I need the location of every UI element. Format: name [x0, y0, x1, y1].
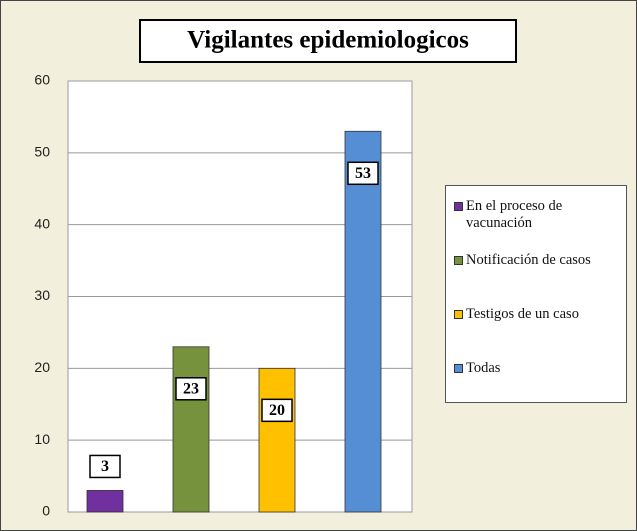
legend-item: Todas — [454, 360, 620, 414]
legend-swatch — [454, 202, 463, 211]
data-label-box — [175, 377, 207, 401]
chart-title: Vigilantes epidemiologicos — [187, 27, 469, 54]
data-label: 20 — [269, 402, 285, 419]
bar — [86, 490, 124, 513]
legend-item: Notificación de casos — [454, 252, 620, 306]
y-tick-label: 20 — [34, 359, 50, 375]
y-tick-label: 10 — [34, 431, 50, 447]
legend-label: Testigos de un caso — [466, 306, 579, 322]
y-tick-label: 60 — [34, 72, 50, 88]
legend-label: Todas — [466, 360, 501, 376]
data-label-box — [261, 398, 293, 423]
bar — [172, 346, 210, 513]
data-label: 53 — [355, 165, 371, 182]
legend-swatch — [454, 256, 463, 265]
data-label-box — [347, 161, 379, 186]
legend-item: En el proceso de vacunación — [454, 198, 620, 252]
bar — [258, 367, 296, 513]
legend-item: Testigos de un caso — [454, 306, 620, 360]
title-box — [139, 19, 517, 63]
legend-swatch — [454, 364, 463, 373]
legend-label: En el proceso de vacunación — [466, 198, 563, 231]
y-tick-label: 30 — [34, 287, 50, 303]
y-tick-label: 0 — [42, 503, 50, 519]
y-tick-label: 40 — [34, 215, 50, 231]
data-label-box — [89, 454, 121, 479]
legend-label: Notificación de casos — [466, 252, 591, 268]
y-tick-label: 50 — [34, 144, 50, 160]
legend: En el proceso de vacunación Notificación … — [445, 185, 627, 403]
legend-swatch — [454, 310, 463, 319]
data-label: 3 — [101, 458, 109, 475]
data-label: 23 — [183, 380, 199, 397]
bar — [344, 130, 382, 513]
